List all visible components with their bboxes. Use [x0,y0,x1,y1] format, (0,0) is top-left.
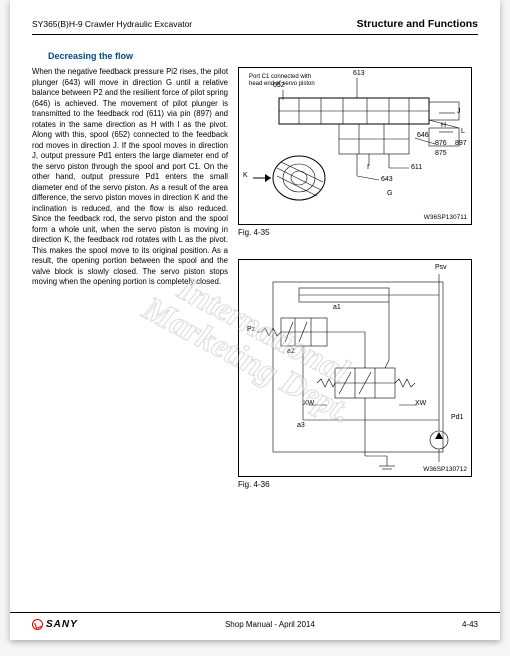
header-model: SY365(B)H-9 Crawler Hydraulic Excavator [32,19,192,29]
fig1-label-652: 652 [273,82,285,89]
brand-logo: SANY [32,619,78,630]
fig2-drawing [239,260,473,478]
brand-text: SANY [46,619,78,630]
fig1-label-897: 897 [455,140,467,147]
body-paragraph: When the negative feedback pressure Pi2 … [32,67,228,489]
fig1-label-H: H [441,122,446,129]
fig2-id: W36SP130712 [423,466,467,473]
brand-mark-icon [32,619,43,630]
figure-4-35: Port C1 connected withhead end of servo … [238,67,472,225]
header-section: Structure and Functions [357,18,478,30]
fig2-label-pd1: Pd1 [451,414,463,421]
fig1-label-875: 875 [435,150,447,157]
fig1-label-613: 613 [353,70,365,77]
fig1-label-611: 611 [411,164,422,171]
fig2-label-xw-right: XW [415,400,426,407]
fig2-label-a1: a1 [333,304,341,311]
page-footer: SANY Shop Manual - April 2014 4-43 [10,612,500,640]
fig2-label-xw-left: XW [303,400,314,407]
fig1-label-I: I [367,164,369,171]
footer-center: Shop Manual - April 2014 [225,620,315,629]
figures-column: Port C1 connected withhead end of servo … [238,67,472,489]
figure-4-36: Psv Pz Pd1 a1 a2 a3 XW XW W36SP130712 [238,259,472,477]
content-row: When the negative feedback pressure Pi2 … [32,67,478,489]
fig2-caption: Fig. 4-36 [238,480,472,489]
fig1-drawing [239,68,473,226]
page-number: 4-43 [462,620,478,629]
fig2-label-a2: a2 [287,348,295,355]
page-header: SY365(B)H-9 Crawler Hydraulic Excavator … [32,18,478,35]
fig1-label-G: G [387,190,392,197]
section-subtitle: Decreasing the flow [48,51,478,61]
fig2-label-psv: Psv [435,264,447,271]
fig1-label-646: 646 [417,132,429,139]
fig1-label-J: J [457,108,461,115]
fig1-caption: Fig. 4-35 [238,228,472,237]
fig1-id: W36SP130711 [424,214,467,221]
fig1-label-K: K [243,172,248,179]
fig2-label-a3: a3 [297,422,305,429]
fig1-label-876: 876 [435,140,447,147]
fig1-label-643: 643 [381,176,393,183]
fig2-label-pz: Pz [247,326,255,333]
fig1-label-L: L [461,128,465,135]
page: SY365(B)H-9 Crawler Hydraulic Excavator … [10,0,500,640]
